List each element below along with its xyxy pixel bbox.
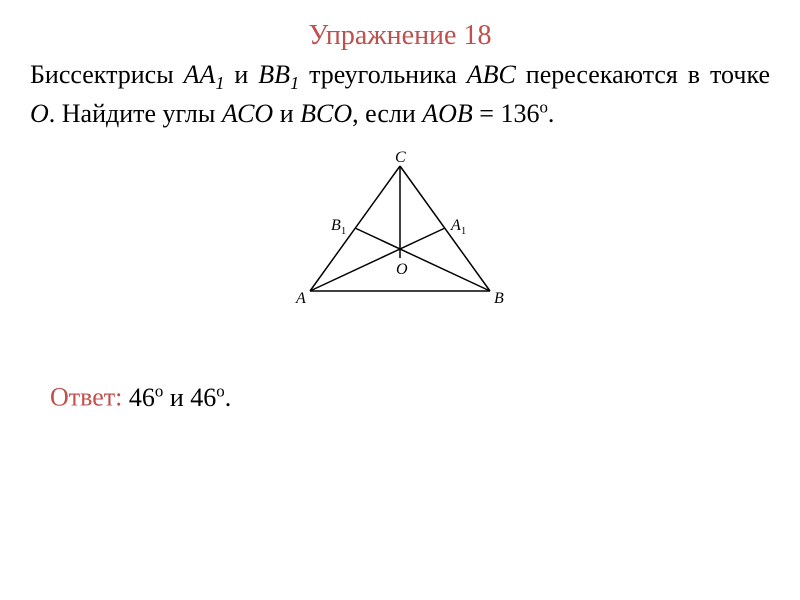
triangle-abc: ABC [467,60,516,89]
point-o: О [30,99,49,128]
text-part: = 136 [473,99,540,128]
angle-aco: АСО [222,99,273,128]
svg-text:B: B [331,217,341,234]
answer-end: . [225,383,232,412]
problem-statement: Биссектрисы АА1 и BB1 треугольника ABC п… [30,57,770,131]
svg-text:C: C [395,151,406,166]
seg-text: АА [184,60,216,89]
text-part: и [224,60,258,89]
answer-label: Ответ: [50,383,122,412]
answer-num: 46 [122,383,155,412]
svg-text:1: 1 [341,226,346,237]
svg-text:O: O [396,261,408,278]
triangle-diagram: CABB1A1O [280,151,520,321]
text-part: , если [352,99,422,128]
svg-text:A: A [450,217,461,234]
angle-aob: AОB [422,99,473,128]
text-part: . [548,99,555,128]
degree-symbol: о [216,381,224,400]
text-part: пересекаются в точке [516,60,770,89]
answer-line: Ответ: 46о и 46о. [50,381,770,413]
text-part: . Найдите углы [49,99,222,128]
degree-symbol: о [539,97,547,116]
svg-text:B: B [494,290,504,307]
exercise-title: Упражнение 18 [30,20,770,52]
segment-bb1: BB1 [258,60,299,89]
diagram-container: CABB1A1O [30,151,770,321]
triangle-svg: CABB1A1O [280,151,520,316]
subscript: 1 [290,73,299,93]
segment-aa1: АА1 [184,60,225,89]
text-part: и [273,99,300,128]
svg-text:1: 1 [461,226,466,237]
angle-bco: BCO [300,99,352,128]
text-part: Биссектрисы [30,60,184,89]
answer-mid: и 46 [163,383,216,412]
svg-text:A: A [295,290,306,307]
seg-text: BB [258,60,290,89]
text-part: треугольника [299,60,467,89]
answer-value: 46о и 46о. [122,383,231,412]
